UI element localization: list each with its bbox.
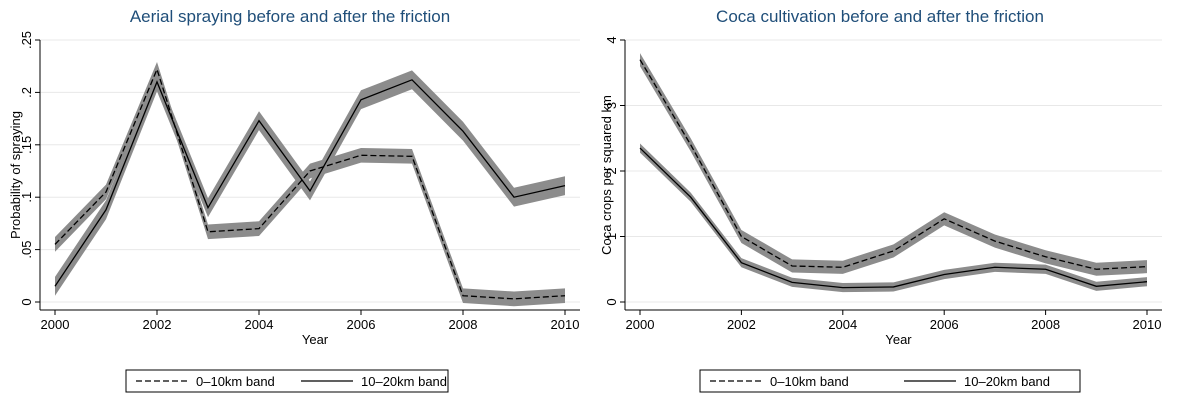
x-tick-label: 2010 [1133, 317, 1162, 332]
x-axis-label: Year [885, 332, 912, 347]
y-tick-label: .05 [19, 241, 34, 259]
x-tick-label: 2006 [930, 317, 959, 332]
x-tick-label: 2004 [828, 317, 857, 332]
legend-box [699, 369, 1081, 393]
x-tick-label: 2000 [626, 317, 655, 332]
x-tick-label: 2008 [449, 317, 478, 332]
x-tick-label: 2008 [1031, 317, 1060, 332]
x-tick-label: 2004 [245, 317, 274, 332]
series-line-0-10km [639, 59, 1148, 270]
legend-box [125, 369, 449, 393]
legend: 0–10km band 10–20km band [699, 369, 1081, 393]
y-tick-label: 3 [604, 102, 619, 109]
legend: 0–10km band 10–20km band [125, 369, 449, 393]
confidence-band-0-10km [640, 53, 1147, 276]
x-tick-label: 2000 [41, 317, 70, 332]
series-line-0-10km [54, 67, 566, 300]
x-tick-label: 2006 [347, 317, 376, 332]
chart-title: Coca cultivation before and after the fr… [716, 7, 1044, 26]
chart-panel-2: Coca cultivation before and after the fr… [599, 7, 1162, 393]
x-tick-label: 2002 [143, 317, 172, 332]
chart-panel-1: Aerial spraying before and after the fri… [8, 7, 580, 393]
y-tick-label: 0 [19, 298, 34, 305]
series-line-10-20km [54, 79, 566, 287]
y-axis-label: Coca crops per squared km [599, 95, 614, 255]
y-tick-label: .1 [19, 192, 34, 203]
y-tick-label: .2 [19, 87, 34, 98]
y-tick-label: .15 [19, 136, 34, 154]
y-axis-label: Probability of spraying [8, 111, 23, 239]
y-tick-label: .25 [19, 31, 34, 49]
legend-label-0-10km: 0–10km band [770, 374, 849, 389]
legend-label-10-20km: 10–20km band [361, 374, 447, 389]
legend-label-10-20km: 10–20km band [964, 374, 1050, 389]
legend-label-0-10km: 0–10km band [196, 374, 275, 389]
y-tick-label: 0 [604, 298, 619, 305]
x-tick-label: 2010 [551, 317, 580, 332]
y-tick-label: 1 [604, 233, 619, 240]
chart-title: Aerial spraying before and after the fri… [130, 7, 450, 26]
x-axis-label: Year [302, 332, 329, 347]
confidence-band-10-20km [640, 143, 1147, 293]
y-tick-label: 4 [604, 36, 619, 43]
confidence-band-10-20km [55, 70, 565, 296]
x-tick-label: 2002 [727, 317, 756, 332]
y-tick-label: 2 [604, 167, 619, 174]
series-line-10-20km [639, 147, 1148, 289]
